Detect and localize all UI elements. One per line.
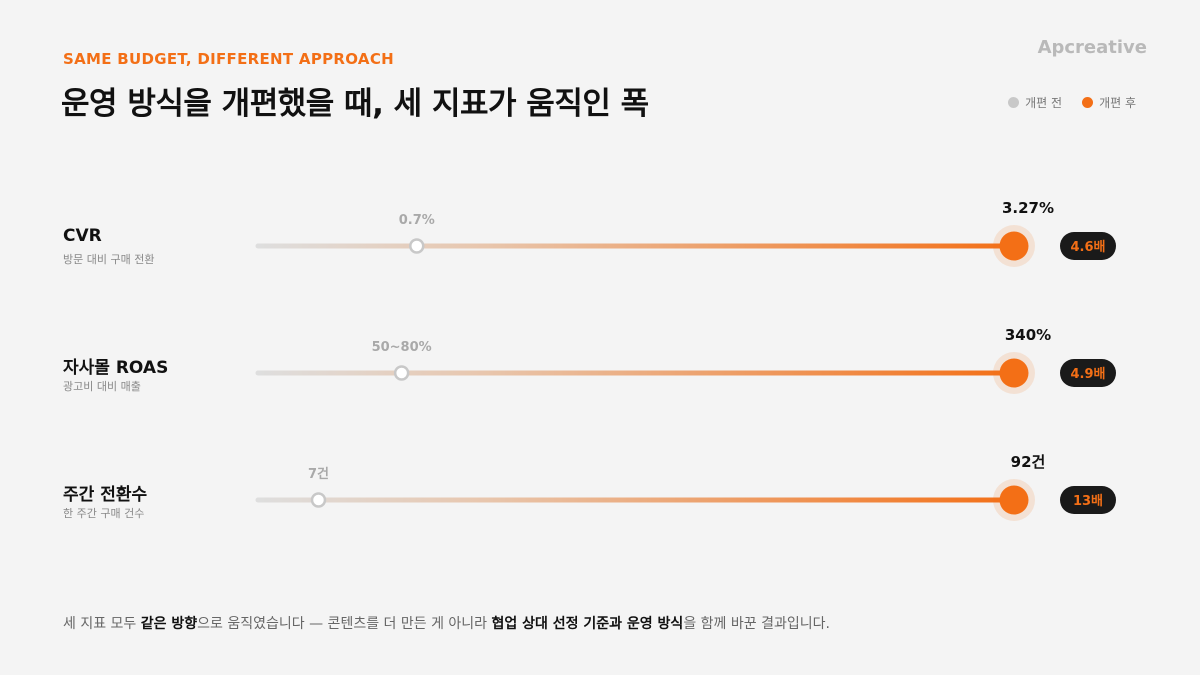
before-marker	[310, 492, 327, 508]
metric-name-conversions: 주간 전환수	[63, 485, 148, 505]
eyebrow: SAME BUDGET, DIFFERENT APPROACH	[63, 50, 394, 68]
after-value-label: 340%	[1005, 326, 1051, 344]
metric-sub-conversions: 한 주간 구매 건수	[63, 507, 145, 520]
metric-sub-cvr: 방문 대비 구매 전환	[63, 253, 155, 266]
legend-item-before: 개편 전	[1008, 94, 1062, 111]
after-value-label: 92건	[1011, 453, 1046, 471]
brand-logo: Apcreative	[1037, 37, 1147, 58]
before-marker	[393, 365, 410, 381]
multiplier-badge	[1060, 486, 1116, 514]
after-marker	[999, 485, 1029, 515]
after-marker	[999, 358, 1029, 388]
legend-dot-after	[1082, 97, 1094, 108]
legend-label-before: 개편 전	[1025, 96, 1063, 110]
legend: 개편 전 개편 후	[1008, 94, 1136, 111]
before-value-label: 7건	[308, 466, 329, 482]
before-value-label: 0.7%	[399, 213, 435, 228]
legend-label-after: 개편 후	[1099, 96, 1136, 110]
before-value-label: 50~80%	[372, 340, 432, 355]
legend-item-after: 개편 후	[1082, 94, 1136, 111]
multiplier-label: 13배	[1073, 493, 1103, 509]
footer-text-1: 세 지표 모두	[63, 616, 141, 632]
footer-bold-1: 같은 방향	[140, 616, 198, 632]
footer-note: 세 지표 모두 같은 방향으로 움직였습니다 — 콘텐츠를 더 만든 게 아니라…	[63, 613, 830, 633]
page-title: 운영 방식을 개편했을 때, 세 지표가 움직인 폭	[61, 86, 649, 122]
before-marker	[409, 238, 425, 254]
legend-dot-before	[1008, 97, 1020, 108]
after-value-label: 3.27%	[1002, 199, 1054, 217]
multiplier-label: 4.6배	[1071, 239, 1106, 255]
metric-sub-roas: 광고비 대비 매출	[63, 380, 141, 393]
metric-name-cvr: CVR	[63, 226, 102, 246]
footer-bold-2: 협업 상대 선정 기준과 운영 방식	[491, 616, 684, 632]
multiplier-badge	[1060, 359, 1116, 387]
footer-text-3: 을 함께 바꾼 결과입니다.	[683, 616, 830, 632]
multiplier-badge	[1060, 232, 1116, 260]
multiplier-label: 4.9배	[1071, 366, 1106, 382]
footer-text-2: 으로 움직였습니다 — 콘텐츠를 더 만든 게 아니라	[197, 616, 492, 632]
metric-name-roas: 자사몰 ROAS	[63, 358, 169, 378]
after-marker	[999, 231, 1029, 261]
